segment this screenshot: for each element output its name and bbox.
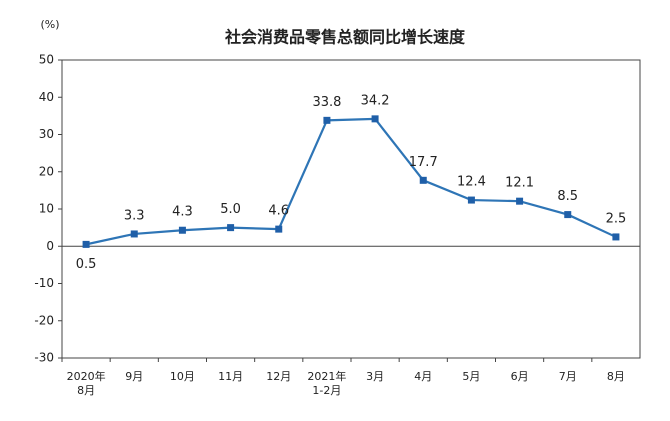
y-tick-label: -30 (34, 351, 54, 365)
data-point (130, 230, 138, 238)
y-tick-label: -10 (34, 276, 54, 290)
chart-title: 社会消费品零售总额同比增长速度 (224, 28, 466, 47)
data-point (419, 176, 427, 184)
x-tick-label: 7月 (558, 370, 577, 383)
y-tick-label: 40 (39, 90, 54, 104)
y-tick-label: -20 (34, 313, 54, 327)
data-label: 0.5 (76, 257, 97, 272)
data-label: 2.5 (606, 211, 627, 226)
plot-border (61, 59, 641, 359)
y-tick-label: 20 (39, 164, 54, 178)
y-tick-label: 50 (39, 53, 54, 67)
data-label: 12.4 (457, 175, 486, 190)
data-point (275, 225, 283, 233)
x-tick-label: 12月 (266, 370, 292, 383)
x-tick-label: 9月 (125, 370, 144, 383)
data-label: 5.0 (220, 202, 241, 217)
data-label: 8.5 (557, 189, 578, 204)
data-label: 34.2 (361, 93, 390, 108)
data-point (371, 115, 379, 123)
data-point (323, 116, 331, 124)
y-tick-label: 0 (46, 239, 54, 253)
data-label: 12.1 (505, 176, 534, 191)
x-tick-label: 2020年 8月 (66, 370, 106, 397)
data-point (612, 233, 620, 241)
data-label: 33.8 (312, 95, 341, 110)
data-label: 3.3 (124, 208, 145, 223)
data-point (564, 211, 572, 219)
y-tick-label: 10 (39, 202, 54, 216)
x-tick-label: 2021年 1-2月 (307, 370, 347, 397)
x-tick-label: 11月 (218, 370, 244, 383)
y-axis-label: (%) (40, 18, 59, 31)
data-label: 4.3 (172, 205, 193, 220)
series-line (85, 117, 617, 246)
x-tick-label: 10月 (169, 370, 195, 383)
y-tick-label: 30 (39, 127, 54, 141)
x-tick-label: 8月 (606, 370, 625, 383)
data-point (516, 197, 524, 205)
data-point (178, 226, 186, 234)
data-point (467, 196, 475, 204)
x-tick-label: 4月 (414, 370, 433, 383)
data-point (227, 224, 235, 232)
data-label: 4.6 (268, 204, 289, 219)
x-tick-label: 5月 (462, 370, 481, 383)
data-label: 17.7 (409, 155, 438, 170)
data-point (82, 240, 90, 248)
x-tick-label: 6月 (510, 370, 529, 383)
x-tick-label: 3月 (366, 370, 385, 383)
